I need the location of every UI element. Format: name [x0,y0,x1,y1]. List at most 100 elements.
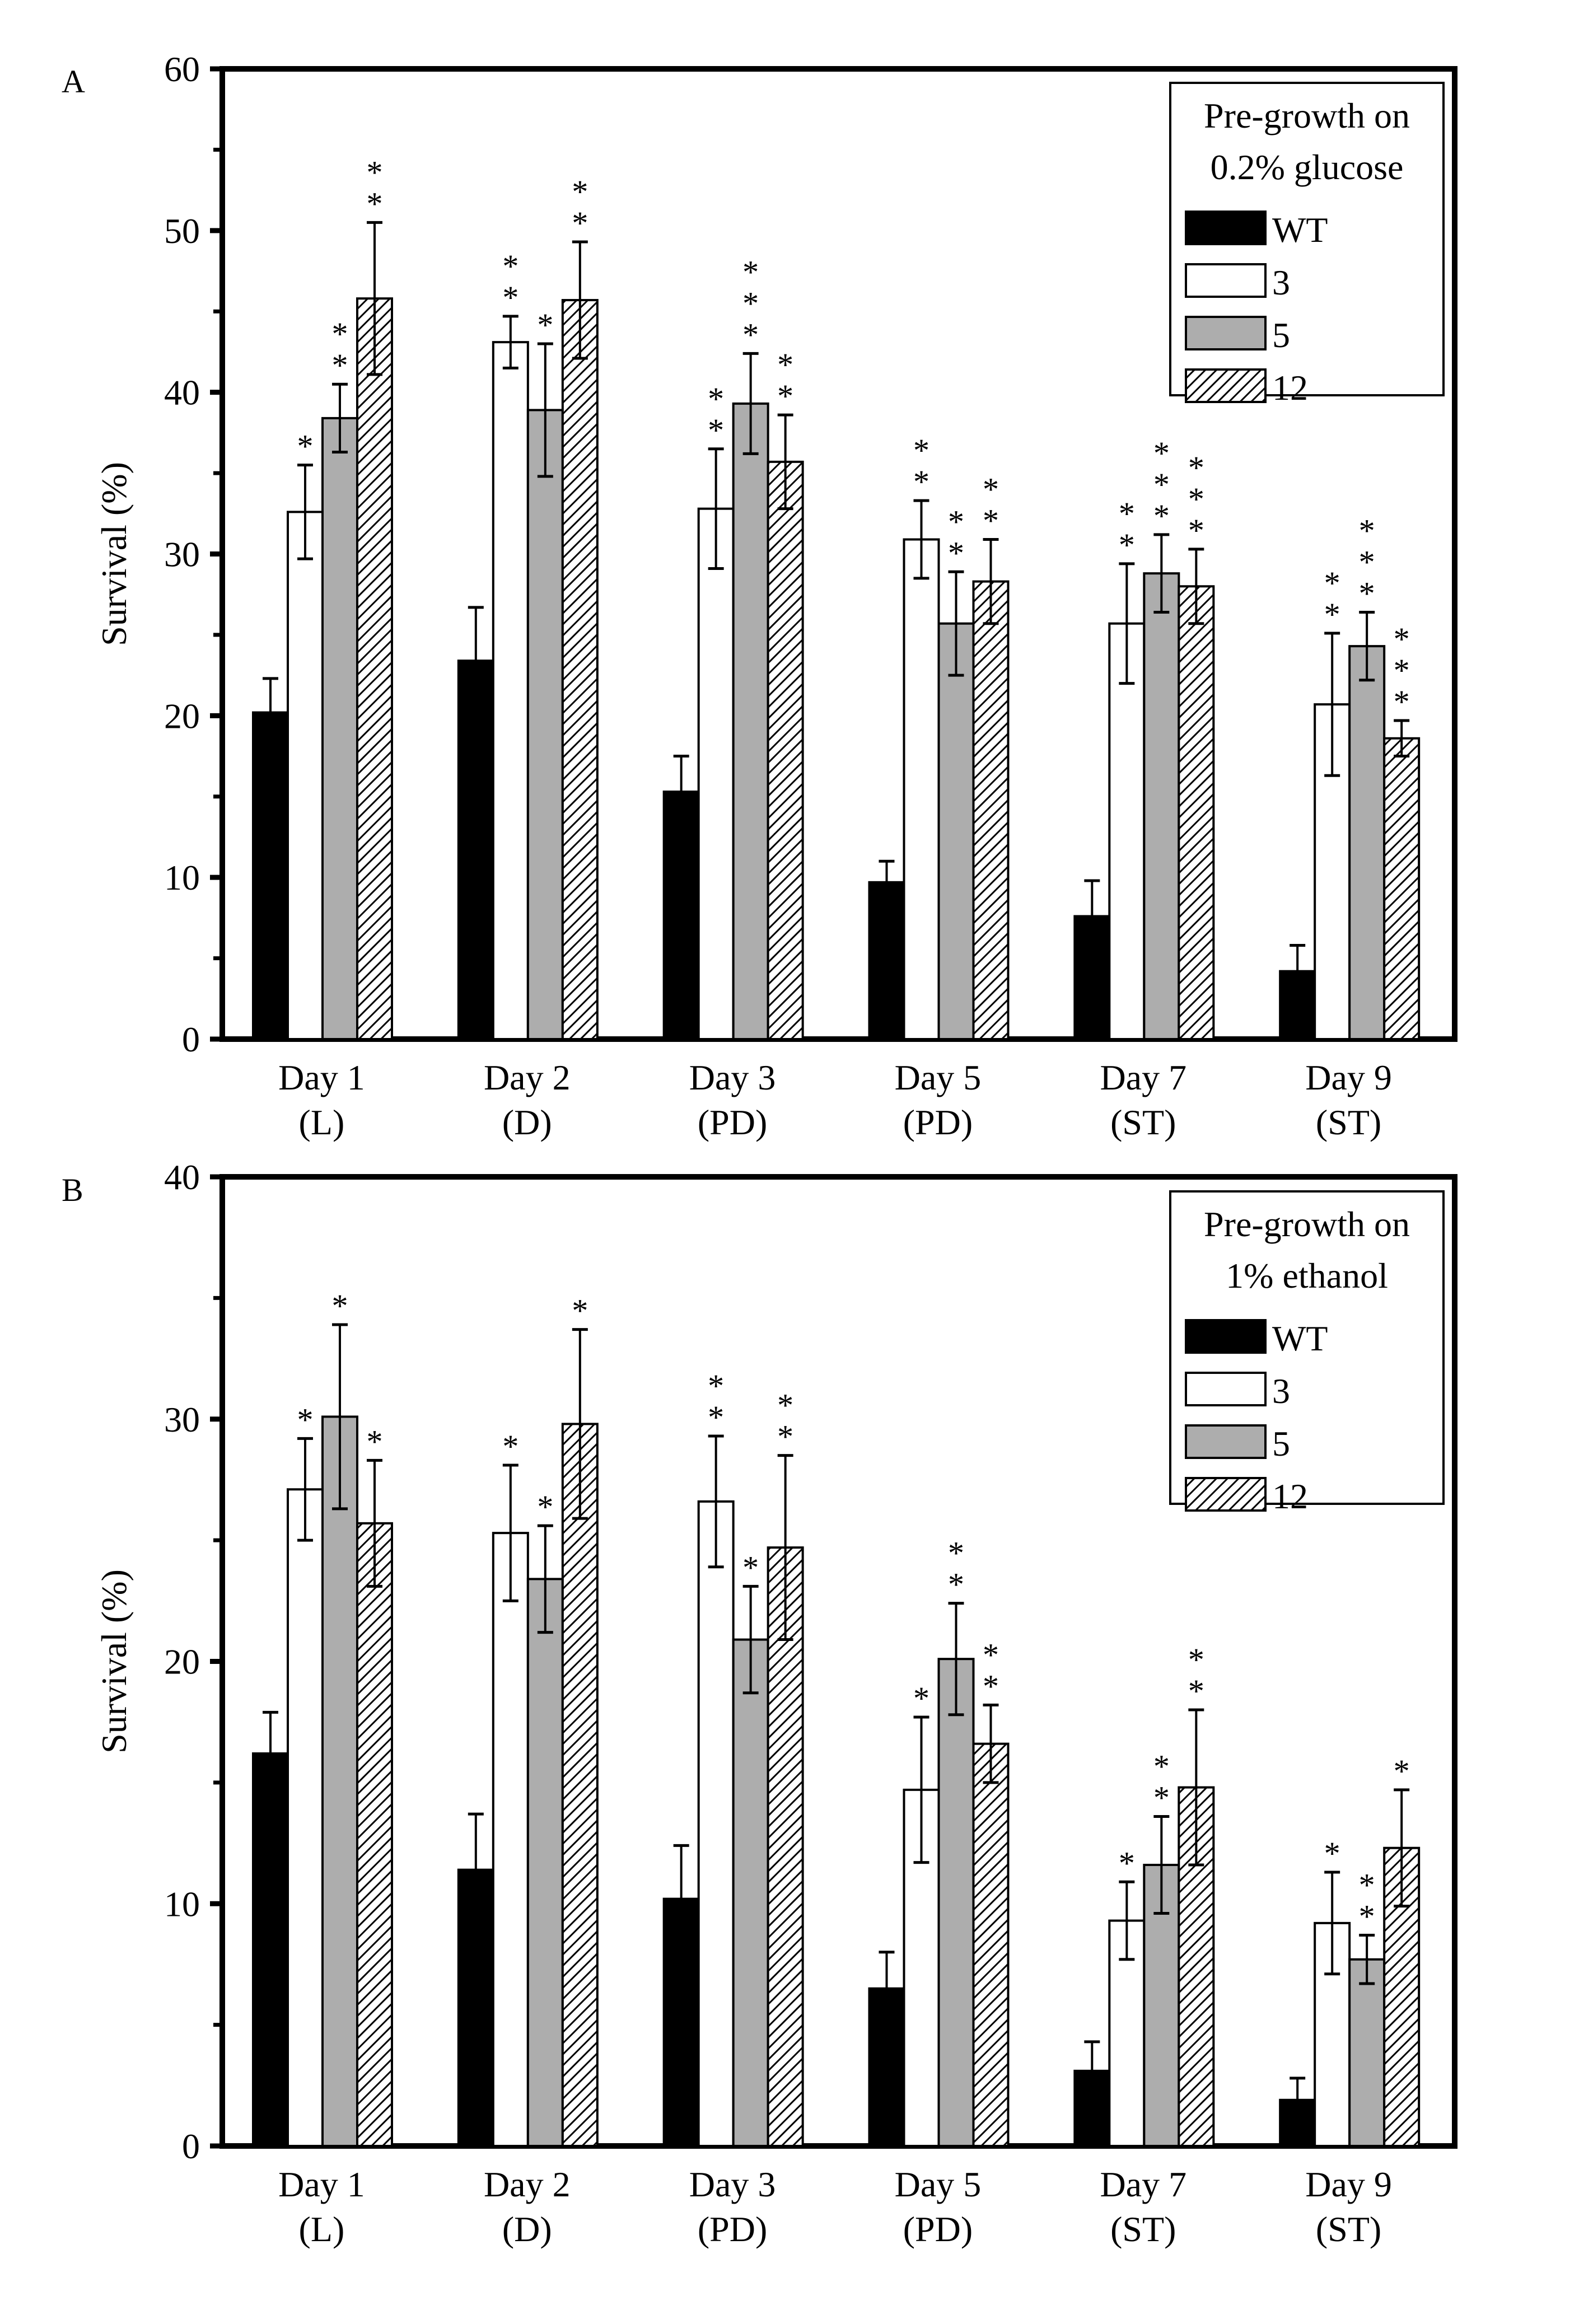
significance-marker: * [742,254,759,290]
significance-marker: * [1188,481,1204,517]
legend: Pre-growth on 0.2% glucose WT 3 5 12 [1169,82,1445,408]
significance-marker: * [913,432,929,469]
bar-12 [972,1742,1010,2147]
significance-marker: * [367,1423,383,1460]
significance-marker: * [777,378,793,414]
legend-swatch-3 [1185,1372,1267,1406]
significance-marker: * [1394,652,1410,689]
x-tick-sublabel: (ST) [1316,2209,1381,2249]
bar-3 [492,1532,529,2148]
legend-label: WT [1272,210,1328,250]
significance-marker: * [1188,512,1204,549]
significance-marker: * [572,205,588,241]
significance-marker: * [297,1401,314,1438]
significance-marker: * [502,279,518,316]
bar-12 [561,299,599,1041]
x-tick-label: Day 9 [1305,1058,1392,1097]
significance-marker: * [1324,1835,1340,1872]
legend-swatch-12 [1185,368,1267,403]
x-tick-label: Day 1 [278,2164,365,2204]
significance-marker: * [1188,450,1204,486]
bar-12 [561,1423,599,2147]
bar-3 [287,511,324,1040]
bar-WT [868,881,905,1040]
legend-swatch-5 [1185,1424,1267,1459]
bar-12 [767,460,804,1040]
significance-marker: * [502,248,518,284]
x-tick-sublabel: (ST) [1316,1102,1381,1142]
significance-marker: * [1324,596,1340,633]
bar-5 [526,1578,564,2147]
bar-5 [321,417,358,1040]
legend-label: 5 [1272,315,1290,355]
legend-title: 0.2% glucose [1211,147,1404,187]
significance-marker: * [1119,527,1135,563]
bar-5 [937,1658,975,2148]
significance-marker: * [913,1680,929,1717]
panel-label: B [62,1172,83,1208]
significance-marker: * [537,307,553,343]
bar-12 [1178,585,1215,1041]
bar-3 [903,538,940,1040]
bar-WT [252,1752,289,2148]
significance-marker: * [572,1293,588,1329]
bar-12 [1383,737,1421,1040]
significance-marker: * [742,1549,759,1586]
significance-marker: * [297,428,314,465]
bar-5 [1143,572,1180,1041]
y-tick-label: 10 [164,858,200,897]
significance-marker: * [1119,1845,1135,1881]
x-tick-sublabel: (PD) [903,2209,973,2249]
bar-WT [1073,2069,1111,2147]
significance-marker: * [777,1419,793,1455]
significance-marker: * [332,347,348,384]
significance-marker: * [983,471,999,508]
significance-marker: * [948,503,964,540]
legend-label: 12 [1272,1476,1308,1516]
y-tick-label: 60 [164,49,200,89]
x-tick-label: Day 2 [484,1058,571,1097]
y-tick-label: 20 [164,696,200,736]
significance-marker: * [983,1668,999,1704]
significance-marker: * [572,174,588,210]
significance-marker: * [1359,575,1375,611]
significance-marker: * [948,1535,964,1572]
significance-marker: * [777,1387,793,1424]
bar-WT [457,1868,494,2148]
bar-12 [356,1522,393,2147]
panel-label: A [62,63,85,100]
significance-marker: * [1359,512,1375,549]
y-tick-label: 50 [164,211,200,251]
significance-marker: * [1153,435,1170,471]
x-tick-label: Day 5 [895,1058,982,1097]
significance-marker: * [1188,1642,1204,1678]
legend-title: Pre-growth on [1204,1204,1410,1244]
x-tick-label: Day 9 [1305,2164,1392,2204]
y-axis-label: Survival (%) [94,1569,134,1753]
x-tick-sublabel: (ST) [1110,1102,1176,1142]
y-tick-label: 30 [164,535,200,574]
x-tick-label: Day 3 [689,2164,776,2204]
significance-marker: * [1324,565,1340,601]
x-tick-sublabel: (PD) [698,1102,767,1142]
significance-marker: * [777,347,793,383]
y-tick-label: 0 [182,2126,200,2166]
significance-marker: * [1359,1867,1375,1904]
bar-3 [492,341,529,1041]
significance-marker: * [1153,1779,1170,1816]
significance-marker: * [1394,621,1410,657]
bar-5 [321,1415,358,2148]
significance-marker: * [708,1368,724,1404]
bar-WT [457,660,494,1040]
significance-marker: * [1119,495,1135,532]
significance-marker: * [367,154,383,190]
x-tick-label: Day 7 [1100,1058,1186,1097]
legend-swatch-WT [1185,211,1267,245]
plot-frame [219,1174,1457,2149]
bar-3 [287,1488,324,2147]
y-tick-label: 20 [164,1642,200,1682]
bar-5 [1348,1958,1386,2147]
bar-5 [732,402,769,1040]
x-tick-sublabel: (PD) [698,2209,767,2249]
